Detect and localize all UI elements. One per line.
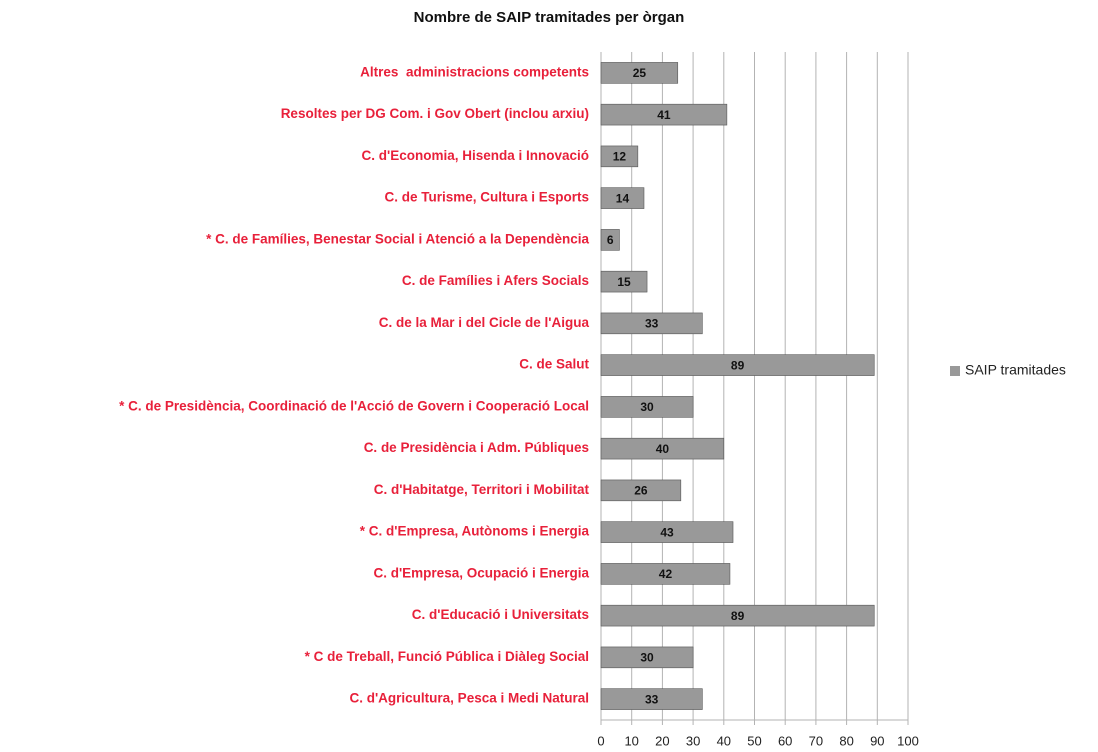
y-tick-label: * C de Treball, Funció Pública i Diàleg … (305, 649, 589, 664)
bar (600, 103, 728, 126)
y-tick-label: C. de la Mar i del Cicle de l'Aigua (379, 315, 590, 330)
x-tick-label: 90 (870, 733, 884, 748)
data-label: 12 (613, 150, 627, 164)
y-tick-label: C. d'Empresa, Ocupació i Energia (373, 565, 589, 580)
legend-label: SAIP tramitades (965, 362, 1066, 378)
bar (600, 396, 694, 418)
data-label: 15 (617, 275, 631, 289)
x-tick-label: 60 (778, 733, 792, 748)
data-label: 30 (640, 651, 654, 665)
y-tick-label: C. de Presidència i Adm. Públiques (364, 440, 589, 455)
bar (600, 312, 703, 335)
y-tick-label: * C. de Famílies, Benestar Social i Aten… (206, 231, 589, 246)
data-label: 30 (640, 400, 654, 414)
y-tick-label: C. d'Habitatge, Territori i Mobilitat (374, 482, 590, 497)
x-tick-label: 80 (839, 733, 853, 748)
data-label: 25 (633, 66, 647, 80)
data-label: 33 (645, 692, 659, 706)
bar (600, 437, 725, 460)
x-tick-label: 30 (686, 733, 700, 748)
x-tick-label: 40 (717, 733, 731, 748)
data-label: 26 (634, 484, 648, 498)
chart-title: Nombre de SAIP tramitades per òrgan (414, 9, 685, 26)
y-tick-label: Altres administracions competents (360, 64, 589, 79)
x-tick-label: 0 (597, 733, 604, 748)
bar (600, 604, 875, 627)
y-tick-label: * C. de Presidència, Coordinació de l'Ac… (119, 398, 589, 413)
bar (600, 229, 620, 251)
bar (600, 479, 682, 502)
x-tick-label: 20 (655, 733, 669, 748)
x-tick-label: 50 (747, 733, 761, 748)
y-tick-label: C. de Salut (519, 357, 589, 372)
bar (600, 145, 639, 168)
y-tick-label: C. de Turisme, Cultura i Esports (384, 190, 589, 205)
data-label: 42 (659, 567, 673, 581)
data-label: 43 (660, 525, 674, 539)
y-tick-label: C. d'Economia, Hisenda i Innovació (361, 148, 589, 163)
y-tick-label: Resoltes per DG Com. i Gov Obert (inclou… (281, 106, 589, 121)
bar (600, 646, 694, 669)
bar (600, 521, 734, 543)
bar (600, 270, 648, 293)
data-label: 40 (656, 442, 670, 456)
bar (600, 354, 875, 376)
data-label: 89 (731, 609, 745, 623)
bar (600, 187, 645, 209)
x-tick-label: 10 (624, 733, 638, 748)
data-label: 41 (657, 108, 671, 122)
data-label: 6 (607, 233, 614, 247)
x-tick-label: 100 (897, 733, 919, 748)
bar (600, 62, 679, 84)
x-tick-label: 70 (809, 733, 823, 748)
y-tick-label: * C. d'Empresa, Autònoms i Energia (360, 524, 590, 539)
data-label: 89 (731, 358, 745, 372)
legend-swatch (950, 366, 960, 376)
y-tick-label: C. d'Agricultura, Pesca i Medi Natural (349, 691, 589, 706)
y-tick-label: C. d'Educació i Universitats (412, 607, 589, 622)
data-label: 14 (616, 191, 630, 205)
bar (600, 563, 731, 585)
y-tick-label: C. de Famílies i Afers Socials (402, 273, 589, 288)
bar (600, 688, 703, 710)
data-label: 33 (645, 317, 659, 331)
